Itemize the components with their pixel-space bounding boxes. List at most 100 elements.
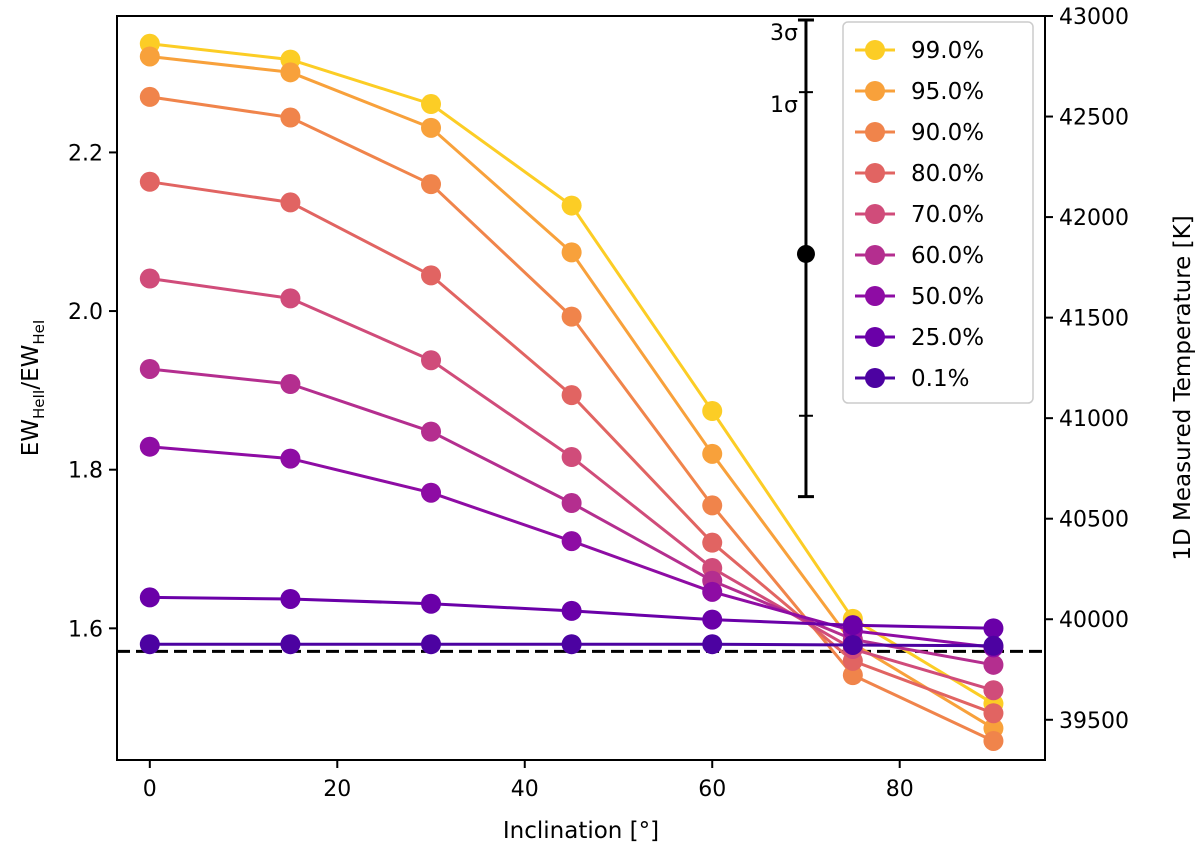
legend-entry: 25.0%	[855, 325, 984, 351]
x-tick-label: 40	[511, 777, 539, 802]
data-point	[561, 447, 582, 468]
data-point	[842, 615, 863, 636]
y-axis-label-base2: EW	[18, 345, 44, 382]
axes-layer: 0 20 40 60 80 1.6 1.8 2.0 2.2 39500 40000 40500 4100…	[18, 5, 1196, 844]
data-point	[702, 609, 723, 630]
legend-entry: 95.0%	[855, 79, 984, 105]
legend-swatch-marker	[865, 245, 885, 265]
data-point	[280, 588, 301, 609]
data-point	[983, 635, 1004, 656]
data-point	[702, 581, 723, 602]
data-point	[702, 532, 723, 553]
y-axis-label-base1: EW	[18, 419, 44, 456]
y2-tick-label: 40000	[1059, 608, 1129, 633]
series-7	[139, 587, 1004, 639]
data-point	[702, 401, 723, 422]
legend: 99.0% 95.0% 90.0% 80.0% 70.0% 60.0% 50.0% 25.0%…	[842, 21, 1034, 404]
data-point	[983, 730, 1004, 751]
y2-tick-label: 43000	[1059, 5, 1129, 30]
legend-swatch-marker	[865, 40, 885, 60]
legend-entry: 90.0%	[855, 120, 984, 146]
y2-tick-label: 42000	[1059, 206, 1129, 231]
y-axis-label-sub1: HeII	[30, 390, 48, 419]
y-axis-label: EWHeII/EWHeI	[18, 320, 48, 457]
data-point	[842, 665, 863, 686]
data-point	[842, 634, 863, 655]
legend-entry: 60.0%	[855, 243, 984, 269]
legend-entry: 80.0%	[855, 161, 984, 187]
legend-label: 95.0%	[911, 79, 984, 105]
legend-label: 0.1%	[911, 366, 969, 392]
data-point	[139, 268, 160, 289]
series-8	[139, 634, 1004, 656]
data-point	[983, 680, 1004, 701]
x-tick-label: 80	[886, 777, 914, 802]
y-tick-label: 2.2	[68, 141, 103, 166]
data-point	[139, 171, 160, 192]
data-point	[421, 482, 442, 503]
data-point	[561, 242, 582, 263]
y-axis-label-sep: /	[18, 382, 44, 390]
legend-label: 99.0%	[911, 38, 984, 64]
data-point	[561, 493, 582, 514]
data-point	[280, 634, 301, 655]
data-point	[280, 192, 301, 213]
data-point	[561, 385, 582, 406]
data-point	[280, 448, 301, 469]
legend-swatch-marker	[865, 286, 885, 306]
y-tick-label: 2.0	[68, 300, 103, 325]
legend-entry: 50.0%	[855, 284, 984, 310]
data-point	[421, 421, 442, 442]
data-point	[280, 62, 301, 83]
data-point	[702, 634, 723, 655]
legend-swatch-marker	[865, 204, 885, 224]
y2-tick-label: 41500	[1059, 307, 1129, 332]
y2-tick-label: 39500	[1059, 709, 1129, 734]
legend-label: 50.0%	[911, 284, 984, 310]
legend-swatch-marker	[865, 368, 885, 388]
data-point	[561, 531, 582, 552]
plot-frame	[116, 15, 1046, 761]
data-point	[139, 86, 160, 107]
legend-swatch-marker	[865, 327, 885, 347]
x-tick-label: 0	[143, 777, 157, 802]
series-3	[139, 171, 1004, 724]
data-point	[421, 593, 442, 614]
legend-box	[842, 21, 1034, 404]
data-point	[280, 288, 301, 309]
legend-entry: 99.0%	[855, 38, 984, 64]
x-tick-label: 60	[698, 777, 726, 802]
y-tick-label: 1.8	[68, 459, 103, 484]
data-point	[983, 618, 1004, 639]
legend-entry: 0.1%	[855, 366, 969, 392]
data-point	[421, 174, 442, 195]
legend-label: 70.0%	[911, 202, 984, 228]
legend-swatch-marker	[865, 81, 885, 101]
data-point	[421, 265, 442, 286]
x-axis-label: Inclination [°]	[503, 818, 659, 844]
legend-label: 80.0%	[911, 161, 984, 187]
y2-tick-label: 42500	[1059, 106, 1129, 131]
data-point	[280, 107, 301, 128]
y-axis-label-sub2: HeI	[30, 320, 48, 345]
series-layer	[139, 33, 1004, 751]
label-1sigma: 1σ	[770, 93, 798, 118]
data-point	[421, 350, 442, 371]
data-point	[421, 94, 442, 115]
data-point	[139, 634, 160, 655]
legend-label: 60.0%	[911, 243, 984, 269]
legend-swatch-marker	[865, 163, 885, 183]
measurement-point	[796, 244, 815, 263]
y2-axis-label: 1D Measured Temperature [K]	[1170, 215, 1196, 560]
measurement-layer: 3σ 1σ	[770, 18, 815, 499]
legend-label: 90.0%	[911, 120, 984, 146]
x-tick-label: 20	[323, 777, 351, 802]
data-point	[139, 587, 160, 608]
legend-entry: 70.0%	[855, 202, 984, 228]
data-point	[421, 117, 442, 138]
y2-tick-label: 41000	[1059, 407, 1129, 432]
data-point	[139, 358, 160, 379]
data-point	[561, 634, 582, 655]
data-point	[561, 306, 582, 327]
